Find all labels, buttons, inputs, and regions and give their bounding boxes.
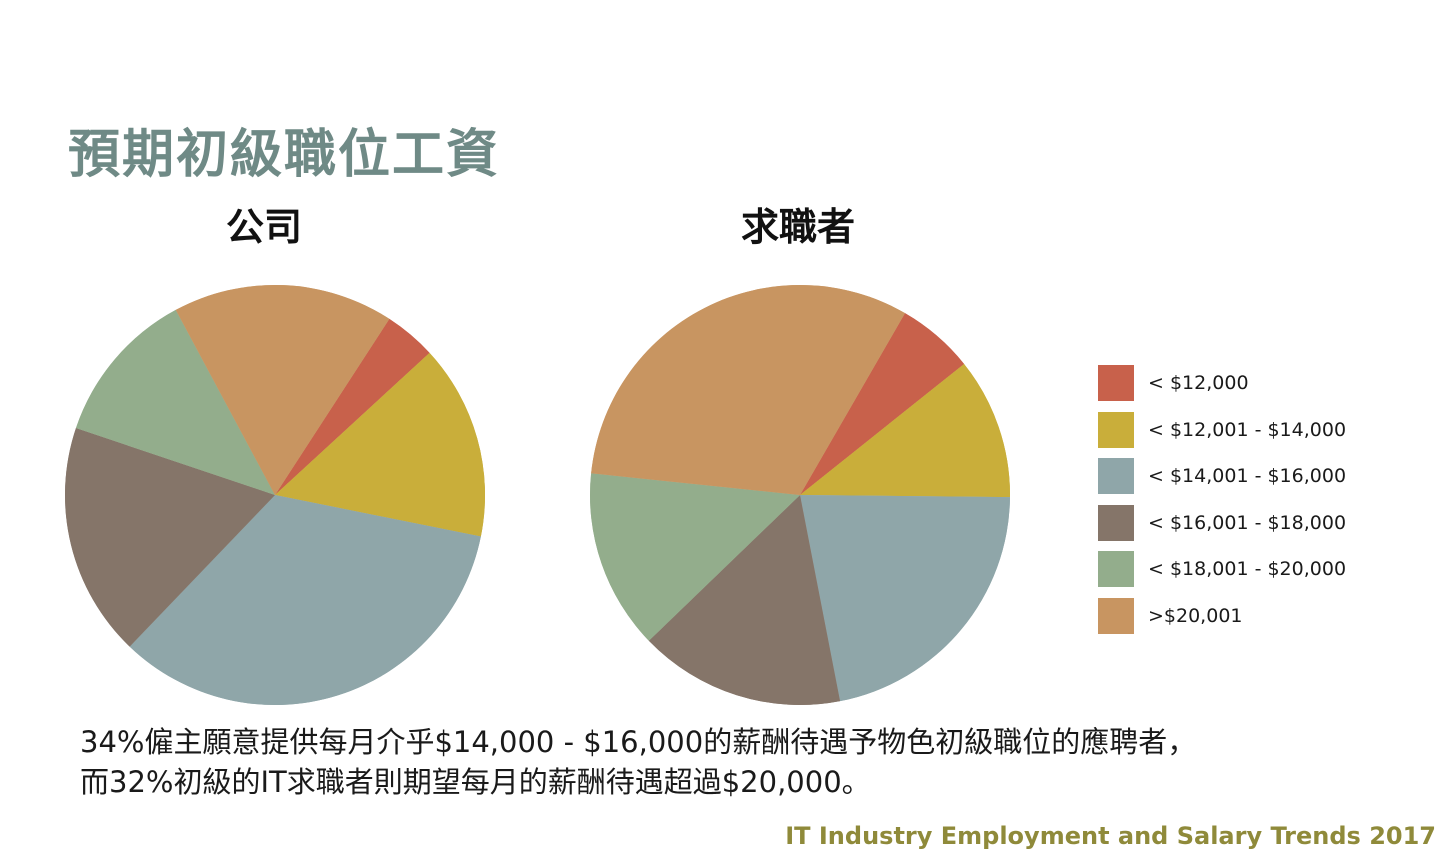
pie-slice-shading (65, 428, 276, 647)
legend-swatch (1098, 458, 1134, 495)
legend-label: < $18,001 - $20,000 (1148, 558, 1347, 581)
pie-slice-shading (800, 313, 965, 495)
pie-slice-shading (75, 309, 275, 495)
pie-slice-shading (648, 495, 841, 705)
footer-source: IT Industry Employment and Salary Trends… (785, 822, 1436, 850)
pie-slice-shading (275, 352, 486, 537)
legend-label: < $16,001 - $18,000 (1148, 511, 1347, 534)
pie-slice-shading (175, 285, 390, 495)
chart-legend: < $12,000 < $12,001 - $14,000 < $14,001 … (1098, 365, 1398, 645)
legend-item: < $12,001 - $14,000 (1098, 411, 1398, 448)
caption-line: 34%僱主願意提供每月介乎$14,000 - $16,000的薪酬待遇予物色初級… (80, 725, 1197, 759)
pie-slice-shading (590, 473, 800, 641)
pie-slice-shading (800, 495, 1010, 702)
pie-chart-job-seeker (590, 284, 1011, 705)
chart-title-company: 公司 (225, 205, 302, 249)
legend-swatch (1098, 411, 1134, 448)
legend-item: < $12,000 (1098, 365, 1398, 401)
pie-slice-shading (800, 363, 1011, 498)
legend-swatch (1098, 551, 1134, 588)
caption-line: 而32%初級的IT求職者則期望每月的薪酬待遇超過$20,000。 (80, 765, 871, 799)
chart-title-job-seeker: 求職者 (740, 205, 855, 249)
legend-label: < $12,001 - $14,000 (1148, 418, 1347, 441)
legend-swatch (1098, 504, 1134, 541)
legend-item: >$20,001 (1098, 597, 1398, 634)
pie-slice-shading (591, 284, 905, 495)
pie-chart-company (65, 285, 486, 706)
slide-title: 預期初級職位工資 (68, 125, 501, 185)
legend-item: < $16,001 - $18,000 (1098, 504, 1398, 541)
legend-label: < $12,000 (1148, 372, 1249, 394)
legend-item: < $14,001 - $16,000 (1098, 458, 1398, 495)
legend-swatch (1098, 365, 1134, 401)
pie-slice-shading (129, 495, 481, 706)
caption: 34%僱主願意提供每月介乎$14,000 - $16,000的薪酬待遇予物色初級… (80, 722, 1196, 802)
pie-slice-shading (275, 318, 430, 495)
legend-label: < $14,001 - $16,000 (1148, 465, 1347, 488)
legend-label: >$20,001 (1148, 604, 1243, 627)
legend-item: < $18,001 - $20,000 (1098, 551, 1398, 588)
legend-swatch (1098, 597, 1134, 634)
